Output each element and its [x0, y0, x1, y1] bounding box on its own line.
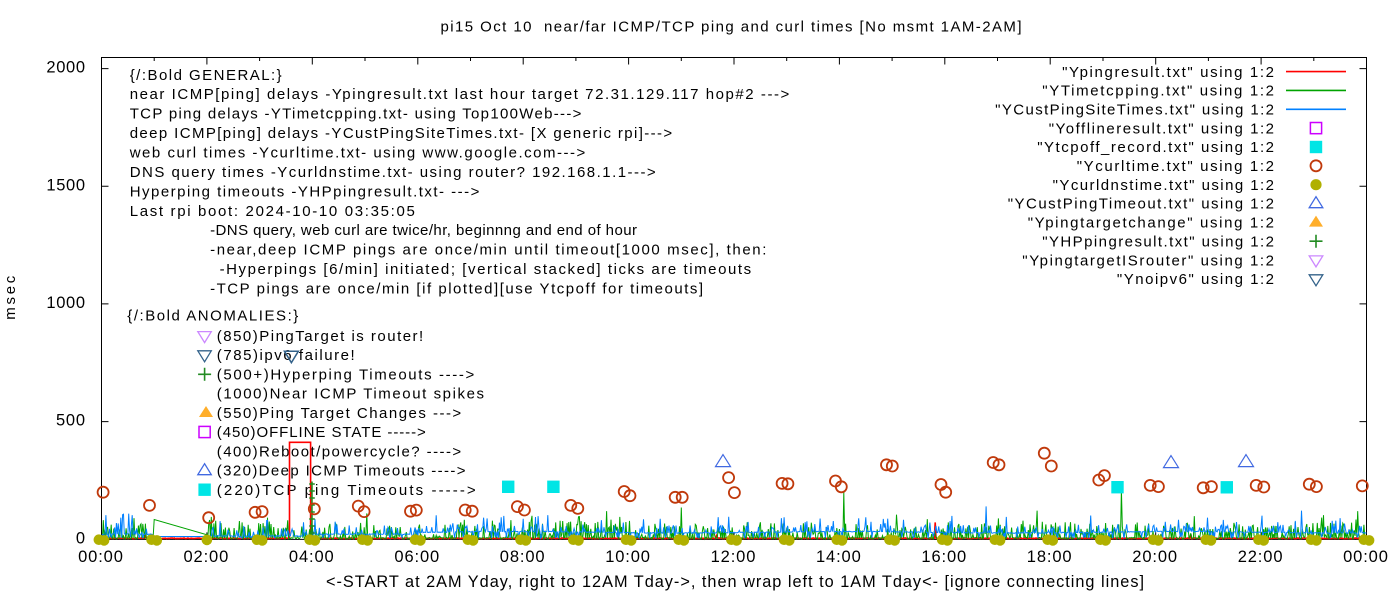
svg-text:"Ynoipv6" using 1:2: "Ynoipv6" using 1:2 [1117, 271, 1274, 288]
svg-text:06:00: 06:00 [394, 548, 439, 566]
svg-text:-near,deep ICMP pings are once: -near,deep ICMP pings are once/min until… [210, 242, 766, 259]
svg-text:(850)PingTarget is router!: (850)PingTarget is router! [217, 328, 423, 345]
svg-text:TCP ping delays -YTimetcpping.: TCP ping delays -YTimetcpping.txt- using… [130, 106, 582, 123]
svg-text:18:00: 18:00 [1027, 548, 1072, 566]
svg-text:{/:Bold ANOMALIES:}: {/:Bold ANOMALIES:} [127, 308, 298, 325]
svg-text:1500: 1500 [46, 176, 85, 194]
svg-text:00:00: 00:00 [1343, 548, 1388, 566]
svg-text:-DNS query, web curl are twice: -DNS query, web curl are twice/hr, begin… [210, 222, 637, 239]
svg-text:"Ycurltime.txt" using 1:2: "Ycurltime.txt" using 1:2 [1077, 158, 1274, 175]
svg-text:msec: msec [2, 275, 19, 320]
svg-text:0: 0 [76, 529, 85, 547]
svg-text:500: 500 [56, 412, 85, 430]
svg-text:20:00: 20:00 [1132, 548, 1177, 566]
svg-text:web curl times -Ycurltime.txt-: web curl times -Ycurltime.txt- using www… [129, 145, 586, 162]
svg-text:22:00: 22:00 [1238, 548, 1283, 566]
svg-text:(220)TCP ping Timeouts ----->: (220)TCP ping Timeouts -----> [217, 482, 476, 499]
svg-text:"YpingtargetISrouter" using 1:: "YpingtargetISrouter" using 1:2 [1022, 252, 1274, 269]
svg-text:08:00: 08:00 [500, 548, 545, 566]
svg-text:2000: 2000 [46, 59, 85, 77]
svg-text:"Yofflineresult.txt" using 1:2: "Yofflineresult.txt" using 1:2 [1049, 120, 1274, 137]
svg-text:(320)Deep ICMP Timeouts ---->: (320)Deep ICMP Timeouts ----> [217, 463, 466, 480]
svg-text:04:00: 04:00 [289, 548, 334, 566]
svg-text:deep ICMP[ping] delays -YCustP: deep ICMP[ping] delays -YCustPingSiteTim… [130, 125, 673, 142]
svg-text:"Ytcpoff_record.txt" using 1:2: "Ytcpoff_record.txt" using 1:2 [1037, 139, 1274, 156]
svg-text:"YTimetcpping.txt" using 1:2: "YTimetcpping.txt" using 1:2 [1042, 83, 1274, 100]
svg-text:"Ypingtargetchange" using 1:2: "Ypingtargetchange" using 1:2 [1028, 215, 1274, 232]
svg-text:"YCustPingTimeout.txt" using 1: "YCustPingTimeout.txt" using 1:2 [1008, 196, 1274, 213]
svg-text:-Hyperpings [6/min] initiated;: -Hyperpings [6/min] initiated; [vertical… [220, 261, 752, 278]
svg-text:(550)Ping Target Changes --->: (550)Ping Target Changes ---> [217, 405, 462, 422]
svg-text:02:00: 02:00 [184, 548, 229, 566]
svg-text:(500+)Hyperping Timeouts ---->: (500+)Hyperping Timeouts ----> [217, 367, 475, 384]
svg-text:(785)ipv6 failure!: (785)ipv6 failure! [217, 347, 355, 364]
svg-text:1000: 1000 [46, 294, 85, 312]
svg-text:"Ypingresult.txt" using 1:2: "Ypingresult.txt" using 1:2 [1062, 64, 1274, 81]
svg-text:(1000)Near ICMP Timeout spikes: (1000)Near ICMP Timeout spikes [217, 386, 484, 403]
svg-text:DNS query times -Ycurldnstime.: DNS query times -Ycurldnstime.txt- using… [130, 164, 656, 181]
svg-text:(450)OFFLINE STATE ----->: (450)OFFLINE STATE -----> [217, 424, 426, 441]
svg-text:Hyperping timeouts -YHPpingres: Hyperping timeouts -YHPpingresult.txt- -… [130, 183, 480, 200]
svg-text:{/:Bold GENERAL:}: {/:Bold GENERAL:} [130, 67, 282, 84]
svg-text:16:00: 16:00 [921, 548, 966, 566]
svg-text:<-START at 2AM Yday, right to: <-START at 2AM Yday, right to 12AM Tday-… [326, 573, 1144, 591]
svg-text:near ICMP[ping] delays -Ypingr: near ICMP[ping] delays -Ypingresult.txt … [130, 86, 790, 103]
svg-text:00:00: 00:00 [78, 548, 123, 566]
svg-text:14:00: 14:00 [816, 548, 861, 566]
svg-text:(400)Reboot/powercycle? ---->: (400)Reboot/powercycle? ----> [217, 443, 462, 460]
svg-text:-TCP pings are once/min [if pl: -TCP pings are once/min [if plotted][use… [210, 281, 703, 298]
svg-text:"YCustPingSiteTimes.txt" using: "YCustPingSiteTimes.txt" using 1:2 [995, 102, 1274, 119]
svg-text:"YHPpingresult.txt" using 1:2: "YHPpingresult.txt" using 1:2 [1042, 233, 1274, 250]
svg-text:pi15 Oct 10 near/far ICMP/TCP: pi15 Oct 10 near/far ICMP/TCP ping and c… [441, 18, 1022, 35]
svg-text:"Ycurldnstime.txt" using 1:2: "Ycurldnstime.txt" using 1:2 [1053, 177, 1274, 194]
svg-text:Last rpi boot: 2024-10-10 03:3: Last rpi boot: 2024-10-10 03:35:05 [130, 203, 415, 220]
svg-text:10:00: 10:00 [605, 548, 650, 566]
svg-text:12:00: 12:00 [711, 548, 756, 566]
